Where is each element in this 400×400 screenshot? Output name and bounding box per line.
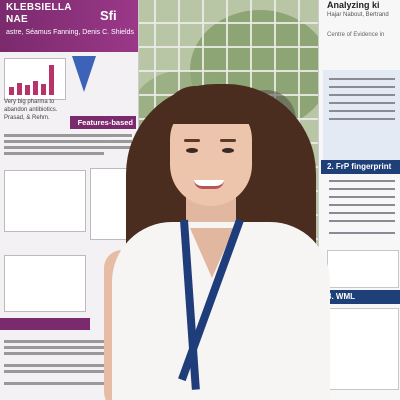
eye xyxy=(222,148,234,153)
poster-left-header: KLEBSIELLA NAE astre, Séamus Fanning, De… xyxy=(0,0,138,52)
hair-part xyxy=(164,86,258,124)
text-line xyxy=(4,382,132,385)
poster-right-title: Analyzing ki xyxy=(327,0,380,10)
poster-right-section-header: 3. WML xyxy=(321,290,400,304)
poster-right-section-header: 2. FrP fingerprint xyxy=(321,160,400,174)
eyebrow xyxy=(220,139,236,142)
text-line xyxy=(329,232,395,234)
chart-bar xyxy=(25,85,30,95)
poster-left-caption: Very big pharma to abandon antibiotics. … xyxy=(4,99,58,121)
poster-left-figure xyxy=(4,255,86,312)
poster-left-authors: astre, Séamus Fanning, Denis C. Shields xyxy=(6,29,135,36)
poster-right: Analyzing ki Hajar Nabout, Bertrand Cent… xyxy=(318,0,400,400)
text-line xyxy=(329,118,395,120)
chart-bar xyxy=(49,65,54,95)
poster-right-figure xyxy=(327,308,399,390)
text-line xyxy=(4,370,132,373)
text-line xyxy=(4,146,132,149)
poster-right-intro-box xyxy=(323,70,400,160)
text-line xyxy=(329,196,395,198)
text-line xyxy=(329,78,395,80)
text-line xyxy=(4,152,104,155)
chart-bar xyxy=(9,87,14,95)
poster-left-title-line2: NAE xyxy=(6,14,29,25)
text-line xyxy=(4,134,132,137)
chart-bar xyxy=(17,83,22,95)
poster-right-authors: Hajar Nabout, Bertrand xyxy=(327,12,389,18)
eye xyxy=(186,148,198,153)
poster-left-bar-chart xyxy=(4,58,66,100)
text-line xyxy=(4,352,132,355)
eyebrow xyxy=(184,139,200,142)
text-line xyxy=(329,102,395,104)
poster-left-section-header: Features-based model xyxy=(70,116,136,140)
funnel-graphic xyxy=(72,56,96,92)
chart-bar xyxy=(33,81,38,95)
poster-left-title: KLEBSIELLA NAE xyxy=(6,2,132,26)
smile xyxy=(194,180,224,189)
poster-right-figure xyxy=(327,250,399,288)
chart-bar xyxy=(41,84,46,95)
poster-right-affiliation: Centre of Evidence in xyxy=(327,32,385,38)
text-line xyxy=(329,94,395,96)
text-line xyxy=(329,220,395,222)
text-line xyxy=(329,188,395,190)
text-line xyxy=(329,204,395,206)
text-line xyxy=(329,86,395,88)
text-line xyxy=(329,180,395,182)
poster-left-figure xyxy=(4,170,86,232)
text-line xyxy=(4,364,132,367)
text-line xyxy=(329,212,395,214)
sfi-logo: Sfi xyxy=(100,8,117,23)
poster-left-title-line1: KLEBSIELLA xyxy=(6,2,72,13)
text-line xyxy=(329,110,395,112)
text-line xyxy=(4,140,132,143)
poster-left-band xyxy=(0,318,90,330)
text-line xyxy=(4,346,132,349)
text-line xyxy=(4,340,132,343)
